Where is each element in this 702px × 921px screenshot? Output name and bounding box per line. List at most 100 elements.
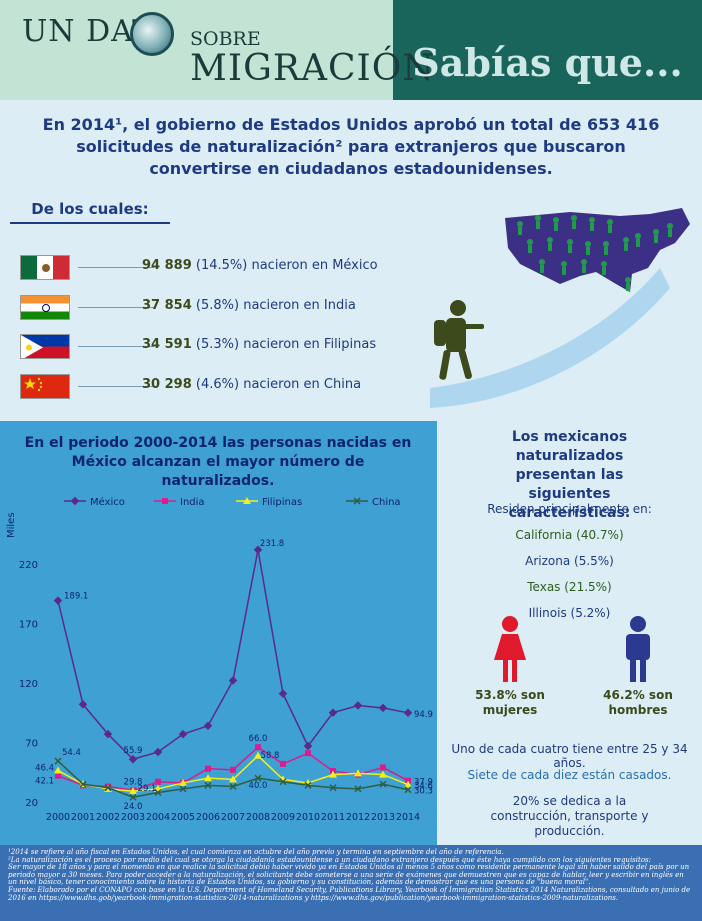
footnote-source: Fuente: Elaborado por el CONAPO con base…	[8, 885, 691, 902]
x-tick-label: 2005	[171, 812, 195, 823]
data-point-filipinas	[243, 497, 251, 504]
people-icons	[517, 215, 673, 291]
legend-item: México	[64, 496, 125, 508]
data-point-mexico	[228, 676, 238, 685]
data-point-mexico	[253, 545, 263, 555]
chart-legend: México India Filipinas China	[64, 496, 401, 508]
legend-item: India	[154, 497, 205, 508]
data-point-mexico	[303, 741, 313, 751]
data-label: 46.4	[35, 764, 54, 774]
x-tick-label: 2013	[371, 812, 395, 823]
country-text-india: 37 854 (5.8%) nacieron en India	[142, 298, 356, 313]
line-chart: México India Filipinas China 20 70 120 170 220 M…	[6, 496, 433, 823]
data-label: 58.8	[261, 751, 280, 761]
header-left-panel	[0, 0, 393, 100]
country-row-filipinas: 34 591 (5.3%) nacieron en Filipinas	[20, 334, 440, 359]
legend-label: México	[90, 496, 125, 508]
data-point-filipinas	[354, 769, 362, 777]
data-point-mexico	[178, 729, 188, 739]
data-point-china	[304, 781, 312, 789]
country-desc: (4.6%) nacieron en China	[195, 377, 362, 392]
data-point-mexico	[278, 689, 288, 698]
data-point-china	[279, 778, 287, 786]
legend-label: China	[372, 497, 401, 508]
characteristics-panel	[437, 421, 702, 845]
country-value: 34 591	[142, 337, 192, 352]
data-label: 231.8	[260, 539, 284, 549]
data-point-mexico	[378, 703, 388, 713]
x-tick-label: 2004	[146, 812, 170, 823]
header-right-panel	[393, 0, 702, 100]
data-point-india	[255, 744, 261, 751]
country-desc: (5.3%) nacieron en Filipinas	[195, 337, 377, 352]
data-point-filipinas	[229, 775, 237, 783]
data-point-filipinas	[379, 770, 387, 778]
data-point-filipinas	[129, 787, 137, 795]
philippines-flag-icon	[20, 334, 70, 359]
leader-line	[78, 346, 154, 347]
data-label: 24.0	[124, 802, 143, 812]
data-point-china	[129, 793, 137, 801]
brand-sobre: SOBRE	[190, 28, 261, 50]
data-point-mexico	[328, 708, 338, 717]
y-tick-label: 70	[25, 738, 38, 749]
legend-item: Filipinas	[236, 497, 302, 508]
data-label: 29.1	[138, 784, 157, 794]
y-axis-label: Miles	[6, 512, 17, 538]
work-fact: 20% se dedica a la construcción, transpo…	[490, 794, 649, 838]
data-point-filipinas	[254, 751, 262, 759]
chart-title: En el periodo 2000-2014 las personas nac…	[24, 435, 412, 489]
men-percent: 46.2% son hombres	[603, 688, 673, 717]
x-tick-label: 2009	[271, 812, 295, 823]
age-fact: Uno de cada cuatro tiene entre 25 y 34 a…	[451, 742, 688, 770]
data-point-india	[280, 760, 286, 767]
data-point-filipinas	[54, 766, 62, 774]
data-point-china	[353, 497, 361, 505]
data-point-china	[404, 786, 412, 794]
country-row-china: 30 298 (4.6%) nacieron en China	[20, 374, 440, 399]
x-tick-label: 2008	[246, 812, 270, 823]
header: UN DAT SOBRE MIGRACIÓN Sabías que...	[0, 0, 702, 100]
state-illinois: Illinois (5.2%)	[528, 606, 611, 620]
data-point-mexico	[353, 701, 363, 710]
data-point-filipinas	[329, 770, 337, 778]
x-tick-label: 2007	[221, 812, 245, 823]
leader-line	[78, 386, 154, 387]
data-point-india	[205, 765, 211, 772]
married-fact: Siete de cada diez están casados.	[467, 768, 672, 782]
series-line-mexico	[57, 549, 409, 761]
country-desc: (5.8%) nacieron en India	[195, 298, 356, 313]
data-point-china	[104, 784, 112, 792]
data-label: 37.9	[414, 778, 433, 788]
data-point-mexico	[103, 729, 113, 739]
data-point-india	[230, 766, 236, 773]
hiker-icon	[434, 300, 484, 380]
legend-item: China	[346, 497, 401, 508]
data-point-india	[305, 750, 311, 757]
state-texas: Texas (21.5%)	[527, 580, 612, 594]
leader-line	[78, 267, 154, 268]
mexico-flag-icon	[20, 255, 70, 280]
usa-map-icon	[505, 208, 690, 292]
data-point-china	[379, 780, 387, 788]
country-value: 37 854	[142, 298, 192, 313]
y-tick-label: 20	[25, 798, 38, 809]
path-arrow	[430, 268, 670, 408]
x-tick-label: 2002	[96, 812, 120, 823]
data-point-filipinas	[404, 780, 412, 788]
usa-map-illustration	[430, 208, 690, 408]
characteristics-title: Los mexicanos naturalizados presentan la…	[508, 429, 631, 521]
data-label: 94.9	[414, 710, 433, 720]
data-point-india	[162, 498, 168, 504]
data-point-mexico	[128, 755, 138, 764]
x-tick-label: 2000	[46, 812, 70, 823]
data-point-china	[254, 774, 262, 782]
x-tick-label: 2010	[296, 812, 320, 823]
residen-heading: Residen principalmente en:	[487, 502, 652, 516]
women-percent: 53.8% son mujeres	[475, 688, 545, 717]
brand-migracion: MIGRACIÓN	[190, 48, 435, 89]
data-point-china	[79, 780, 87, 788]
country-row-mexico: 94 889 (14.5%) nacieron en México	[20, 255, 440, 280]
y-tick-label: 170	[19, 619, 38, 630]
state-arizona: Arizona (5.5%)	[525, 554, 614, 568]
